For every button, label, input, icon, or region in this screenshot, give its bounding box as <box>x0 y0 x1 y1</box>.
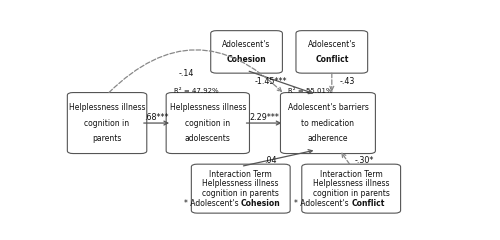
Text: Helplessness illness: Helplessness illness <box>202 179 279 188</box>
Text: cognition in: cognition in <box>84 119 130 127</box>
FancyBboxPatch shape <box>296 31 368 73</box>
Text: Helplessness illness: Helplessness illness <box>313 179 390 188</box>
FancyBboxPatch shape <box>280 93 376 154</box>
Text: parents: parents <box>92 134 122 143</box>
Text: Conflict: Conflict <box>351 199 384 208</box>
Text: -.14: -.14 <box>179 69 194 78</box>
Text: .04: .04 <box>264 156 277 164</box>
Text: -.43: -.43 <box>340 77 355 86</box>
Text: Interaction Term: Interaction Term <box>210 170 272 179</box>
Text: Adolescent's: Adolescent's <box>222 40 271 49</box>
Text: -1.45***: -1.45*** <box>254 77 287 86</box>
Text: -.30*: -.30* <box>355 156 374 164</box>
Text: Helplessness illness: Helplessness illness <box>170 103 246 112</box>
FancyBboxPatch shape <box>166 93 250 154</box>
FancyBboxPatch shape <box>302 164 400 213</box>
Text: Conflict: Conflict <box>315 55 348 64</box>
Text: Cohesion: Cohesion <box>241 199 281 208</box>
Text: cognition in parents: cognition in parents <box>313 189 390 198</box>
Text: Interaction Term: Interaction Term <box>320 170 382 179</box>
FancyBboxPatch shape <box>192 164 290 213</box>
Text: R² = 55.01%: R² = 55.01% <box>288 88 333 94</box>
Text: cognition in: cognition in <box>185 119 230 127</box>
FancyArrowPatch shape <box>109 50 282 92</box>
Text: Adolescent's barriers: Adolescent's barriers <box>288 103 368 112</box>
Text: .68***: .68*** <box>144 113 169 122</box>
Text: Helplessness illness: Helplessness illness <box>69 103 146 112</box>
Text: adolescents: adolescents <box>185 134 231 143</box>
Text: 2.29***: 2.29*** <box>249 113 279 122</box>
Text: * Adolescent's: * Adolescent's <box>294 199 351 208</box>
Text: R² = 47.92%: R² = 47.92% <box>174 88 218 94</box>
Text: * Adolescent's: * Adolescent's <box>184 199 241 208</box>
Text: cognition in parents: cognition in parents <box>202 189 279 198</box>
Text: adherence: adherence <box>308 134 348 143</box>
Text: to medication: to medication <box>302 119 354 127</box>
FancyBboxPatch shape <box>68 93 147 154</box>
FancyBboxPatch shape <box>210 31 282 73</box>
Text: Adolescent's: Adolescent's <box>308 40 356 49</box>
Text: Cohesion: Cohesion <box>226 55 266 64</box>
